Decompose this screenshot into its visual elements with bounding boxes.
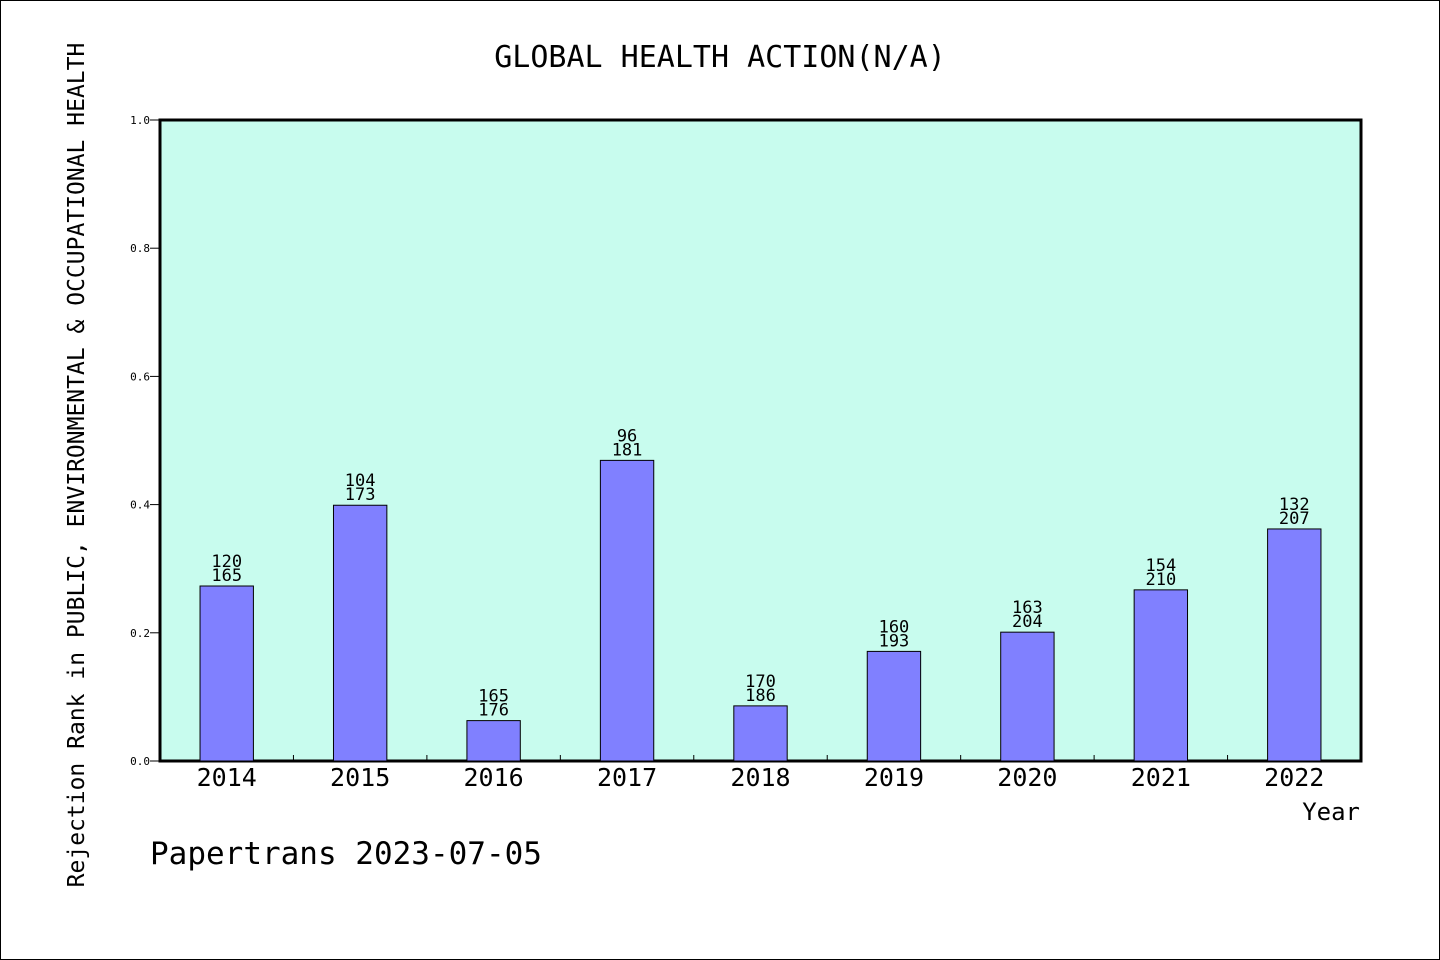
bar [866,650,922,762]
x-axis: 2014 2015 2016 2017 2018 2019 2020 2021 2022 [197,755,1324,792]
footer-credit: Papertrans 2023-07-05 [150,836,542,872]
x-tick-label: 2015 [330,763,390,792]
x-tick-label: 2019 [864,763,924,792]
bar [199,585,254,762]
y-axis-label: Rejection Rank in PUBLIC, ENVIRONMENTAL … [64,43,90,888]
bar [1267,528,1322,762]
x-tick-label: 2021 [1131,763,1191,792]
bar-label-top: 132 [1279,495,1310,515]
x-tick-label: 2018 [730,763,790,792]
y-axis: 0.0 0.2 0.4 0.6 0.8 1.0 [130,114,160,768]
bar-label-bottom: 181 [612,440,643,460]
bar-data-labels: 1201651041731651769618117018616019316320… [211,426,1309,720]
x-tick-label: 2016 [464,763,524,792]
bar-series [199,459,1322,762]
bar-label-bottom: 186 [745,686,776,706]
y-tick-label: 1.0 [130,114,150,127]
bar-label-bottom: 210 [1145,570,1176,590]
y-tick-label: 0.0 [130,755,150,768]
bar [1133,589,1189,762]
bar [332,504,388,762]
y-tick-label: 0.8 [130,242,150,255]
x-tick-label: 2014 [197,763,257,792]
y-tick-label: 0.4 [130,499,150,512]
bar-label-top: 104 [345,471,376,491]
bar-label-bottom: 193 [879,631,910,651]
y-tick-label: 0.6 [130,370,150,383]
bar [466,720,521,762]
x-tick-label: 2020 [997,763,1057,792]
x-axis-label: Year [1302,798,1360,826]
bar-label-top: 165 [478,687,509,707]
bar-label-top: 96 [617,426,637,446]
bar-label-top: 163 [1012,598,1043,618]
bar-label-top: 120 [211,552,242,572]
bar-label-bottom: 204 [1012,612,1043,632]
bar-label-bottom: 173 [345,485,376,505]
bar [733,705,788,762]
bar-label-bottom: 165 [211,566,242,586]
x-tick-label: 2022 [1264,763,1324,792]
bar-label-bottom: 207 [1279,509,1310,529]
x-tick-label: 2017 [597,763,657,792]
y-tick-label: 0.2 [130,627,150,640]
bar-label-top: 170 [745,672,776,692]
bar-label-top: 160 [879,617,910,637]
chart-title: GLOBAL HEALTH ACTION(N/A) [494,40,946,75]
bar [1000,631,1055,762]
bar [599,459,655,762]
bar-label-bottom: 176 [478,701,509,721]
bar-label-top: 154 [1145,556,1176,576]
